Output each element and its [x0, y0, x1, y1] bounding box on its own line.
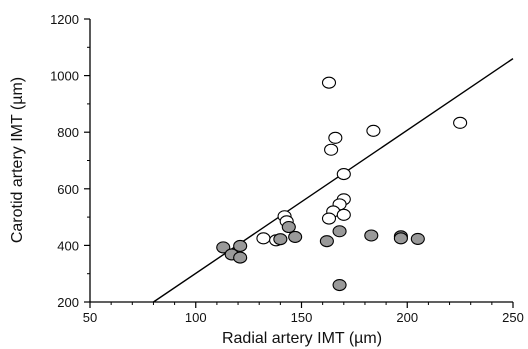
x-tick-label: 250 — [502, 310, 524, 325]
x-axis-ticks: 50 100 150 200 250 — [83, 302, 524, 325]
open-data-point — [336, 168, 351, 181]
y-tick-label: 200 — [57, 295, 79, 310]
y-axis-ticks: 200 400 600 800 1000 1200 — [50, 12, 90, 310]
y-tick-label: 1200 — [50, 12, 79, 27]
data-points — [153, 58, 514, 303]
filled-data-point — [410, 232, 425, 245]
filled-data-point — [273, 233, 288, 246]
open-data-point — [336, 208, 351, 221]
y-tick-label: 800 — [57, 125, 79, 140]
x-tick-label: 150 — [291, 310, 313, 325]
axes — [89, 19, 513, 303]
open-data-point — [321, 212, 337, 225]
filled-data-point — [288, 230, 303, 243]
filled-data-point — [332, 278, 347, 292]
open-data-point — [324, 143, 339, 156]
y-tick-label: 1000 — [50, 69, 79, 84]
open-data-point — [366, 124, 381, 137]
filled-data-point — [233, 251, 248, 264]
x-tick-label: 50 — [83, 310, 97, 325]
filled-data-point — [364, 229, 379, 242]
filled-data-point — [216, 241, 231, 254]
regression-line — [153, 58, 514, 303]
x-axis-title: Radial artery IMT (µm) — [222, 330, 382, 347]
open-data-point — [321, 76, 337, 89]
open-data-point — [453, 116, 468, 129]
open-data-point — [256, 232, 271, 245]
filled-data-point — [393, 232, 408, 245]
filled-data-point — [319, 235, 334, 248]
filled-data-point — [233, 239, 248, 253]
y-axis-title: Carotid artery IMT (µm) — [9, 77, 26, 243]
x-tick-label: 100 — [185, 310, 207, 325]
x-tick-label: 200 — [396, 310, 418, 325]
filled-data-point — [332, 225, 347, 238]
filled-data-point — [281, 220, 296, 234]
y-tick-label: 400 — [57, 238, 79, 253]
y-tick-label: 600 — [57, 182, 79, 197]
open-data-point — [328, 131, 343, 144]
